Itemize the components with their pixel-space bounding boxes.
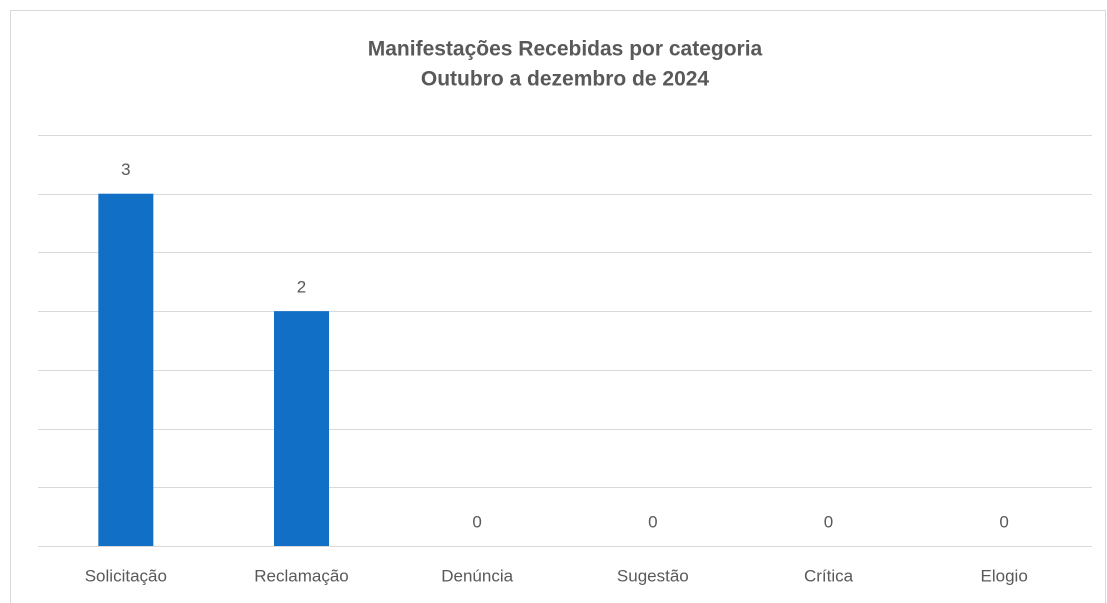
data-label: 0: [472, 512, 481, 531]
x-tick-label: Denúncia: [441, 566, 513, 585]
data-label: 3: [121, 160, 130, 179]
data-label: 0: [824, 512, 833, 531]
x-tick-label: Reclamação: [254, 566, 349, 585]
data-label: 2: [297, 278, 306, 297]
x-tick-label: Solicitação: [85, 566, 167, 585]
data-label: 0: [648, 512, 657, 531]
data-label: 0: [999, 512, 1008, 531]
chart-frame: [10, 10, 1106, 603]
x-tick-label: Crítica: [804, 566, 854, 585]
bar: [274, 311, 329, 546]
chart-title: Manifestações Recebidas por categoria: [368, 38, 763, 61]
bar: [98, 193, 154, 546]
x-tick-label: Elogio: [981, 566, 1028, 585]
chart-subtitle: Outubro a dezembro de 2024: [421, 68, 710, 91]
x-tick-label: Sugestão: [617, 566, 689, 585]
